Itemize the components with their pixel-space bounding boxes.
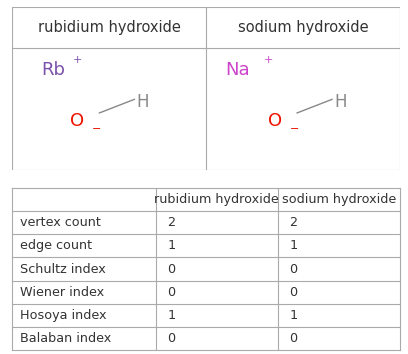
- Text: sodium hydroxide: sodium hydroxide: [237, 20, 368, 35]
- Text: −: −: [289, 124, 299, 134]
- Text: 1: 1: [289, 309, 297, 322]
- Text: H: H: [136, 93, 149, 111]
- Text: 0: 0: [289, 263, 297, 275]
- Text: Hosoya index: Hosoya index: [20, 309, 106, 322]
- Text: 0: 0: [167, 286, 175, 299]
- Text: 2: 2: [289, 216, 297, 229]
- Text: vertex count: vertex count: [20, 216, 101, 229]
- Text: +: +: [72, 55, 82, 65]
- Text: Rb: Rb: [41, 61, 65, 79]
- Text: O: O: [268, 112, 282, 130]
- Text: +: +: [264, 55, 273, 65]
- Text: Na: Na: [225, 61, 250, 79]
- Text: 0: 0: [289, 332, 297, 346]
- Text: 0: 0: [289, 286, 297, 299]
- Text: −: −: [92, 124, 101, 134]
- Text: rubidium hydroxide: rubidium hydroxide: [154, 193, 279, 206]
- Text: Balaban index: Balaban index: [20, 332, 111, 346]
- Text: 0: 0: [167, 263, 175, 275]
- Text: 2: 2: [167, 216, 175, 229]
- Text: O: O: [70, 112, 84, 130]
- Text: 1: 1: [167, 309, 175, 322]
- Text: sodium hydroxide: sodium hydroxide: [282, 193, 396, 206]
- Text: 1: 1: [289, 239, 297, 252]
- Text: Wiener index: Wiener index: [20, 286, 104, 299]
- Text: 0: 0: [167, 332, 175, 346]
- Text: H: H: [334, 93, 346, 111]
- Text: rubidium hydroxide: rubidium hydroxide: [38, 20, 181, 35]
- Text: edge count: edge count: [20, 239, 92, 252]
- Text: Schultz index: Schultz index: [20, 263, 106, 275]
- Text: 1: 1: [167, 239, 175, 252]
